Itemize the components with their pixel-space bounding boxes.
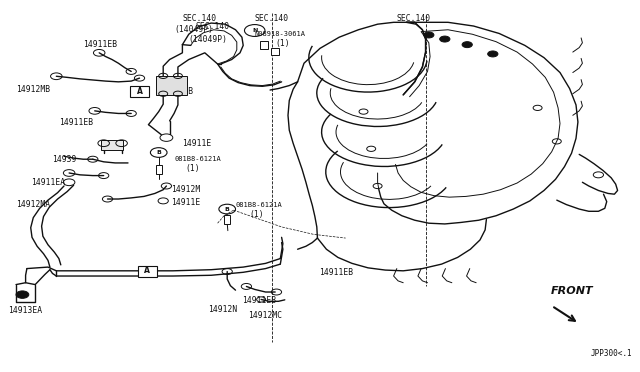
- Text: N08918-3061A: N08918-3061A: [255, 31, 306, 37]
- Text: 14912MC: 14912MC: [248, 311, 282, 320]
- Circle shape: [462, 42, 472, 48]
- Text: 14911EA: 14911EA: [31, 178, 65, 187]
- Text: A: A: [144, 266, 150, 275]
- Text: (14049P): (14049P): [174, 25, 213, 34]
- Circle shape: [424, 32, 434, 38]
- Bar: [224, 215, 230, 224]
- Bar: [156, 76, 187, 95]
- Text: SEC.140: SEC.140: [397, 14, 431, 23]
- Text: B: B: [156, 150, 161, 155]
- Text: (1): (1): [186, 164, 200, 173]
- FancyBboxPatch shape: [138, 266, 157, 277]
- Text: 14920+B: 14920+B: [159, 87, 193, 96]
- Text: 14912MA: 14912MA: [16, 200, 50, 209]
- Text: 14911EB: 14911EB: [59, 118, 93, 127]
- Text: 14911EB: 14911EB: [83, 40, 117, 49]
- Circle shape: [488, 51, 498, 57]
- Bar: [156, 164, 162, 174]
- Text: 14939: 14939: [52, 155, 77, 164]
- Circle shape: [440, 36, 450, 42]
- Text: 14911EB: 14911EB: [242, 296, 276, 305]
- Text: SEC.140: SEC.140: [255, 14, 289, 23]
- Text: (1): (1): [250, 210, 264, 219]
- Text: 14911E: 14911E: [182, 139, 212, 148]
- Bar: [260, 41, 268, 49]
- Text: 14912MB: 14912MB: [16, 85, 50, 94]
- Circle shape: [16, 291, 29, 298]
- Text: 14911E: 14911E: [172, 198, 201, 207]
- Text: A: A: [136, 87, 143, 96]
- Text: (14049P): (14049P): [188, 35, 227, 44]
- Text: JPP300<.1: JPP300<.1: [591, 349, 632, 358]
- FancyBboxPatch shape: [130, 86, 149, 97]
- Text: 14913EA: 14913EA: [8, 306, 42, 315]
- Text: 081B8-6121A: 081B8-6121A: [174, 156, 221, 162]
- Text: SEC.140: SEC.140: [182, 14, 216, 23]
- Text: B: B: [225, 206, 230, 212]
- Text: (1): (1): [275, 39, 290, 48]
- Bar: [100, 140, 123, 150]
- Text: SEC.140: SEC.140: [195, 22, 229, 31]
- Text: N: N: [252, 28, 257, 33]
- Text: FRONT: FRONT: [550, 286, 593, 296]
- Bar: [271, 48, 279, 55]
- Text: 081B8-6121A: 081B8-6121A: [236, 202, 282, 208]
- Text: 14911EB: 14911EB: [319, 268, 353, 277]
- Text: 14912M: 14912M: [172, 185, 201, 194]
- Text: 14912N: 14912N: [208, 305, 237, 314]
